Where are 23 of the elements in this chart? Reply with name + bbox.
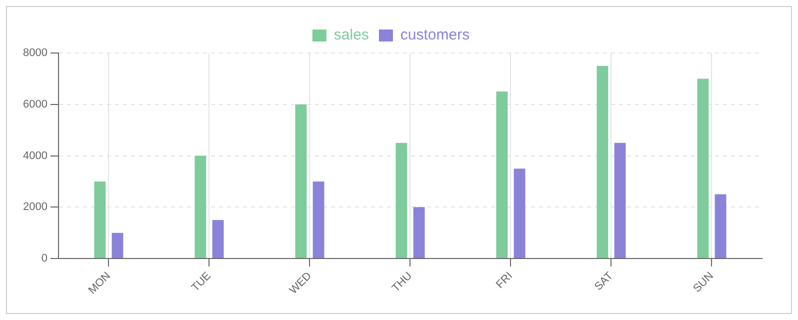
bar bbox=[596, 66, 608, 258]
y-tick-label: 4000 bbox=[22, 150, 48, 162]
bar bbox=[312, 181, 324, 258]
legend-label: customers bbox=[400, 26, 470, 44]
bar bbox=[413, 207, 425, 258]
y-tick-label: 0 bbox=[41, 252, 48, 265]
y-tick-label: 8000 bbox=[22, 47, 48, 60]
bar bbox=[212, 220, 224, 258]
x-tick-label: FRI bbox=[494, 270, 516, 291]
bar bbox=[496, 92, 508, 258]
y-tick-label: 6000 bbox=[22, 98, 48, 110]
x-tick-label: TUE bbox=[189, 270, 214, 294]
y-tick-label: 2000 bbox=[22, 201, 48, 214]
bar bbox=[194, 156, 206, 258]
bar bbox=[94, 181, 106, 258]
bar bbox=[714, 194, 726, 258]
legend-label: sales bbox=[334, 26, 369, 44]
bar bbox=[396, 142, 408, 258]
bar bbox=[295, 104, 307, 258]
bar bbox=[697, 78, 709, 258]
bar bbox=[112, 232, 124, 258]
bar bbox=[614, 142, 626, 258]
bar bbox=[514, 168, 526, 258]
